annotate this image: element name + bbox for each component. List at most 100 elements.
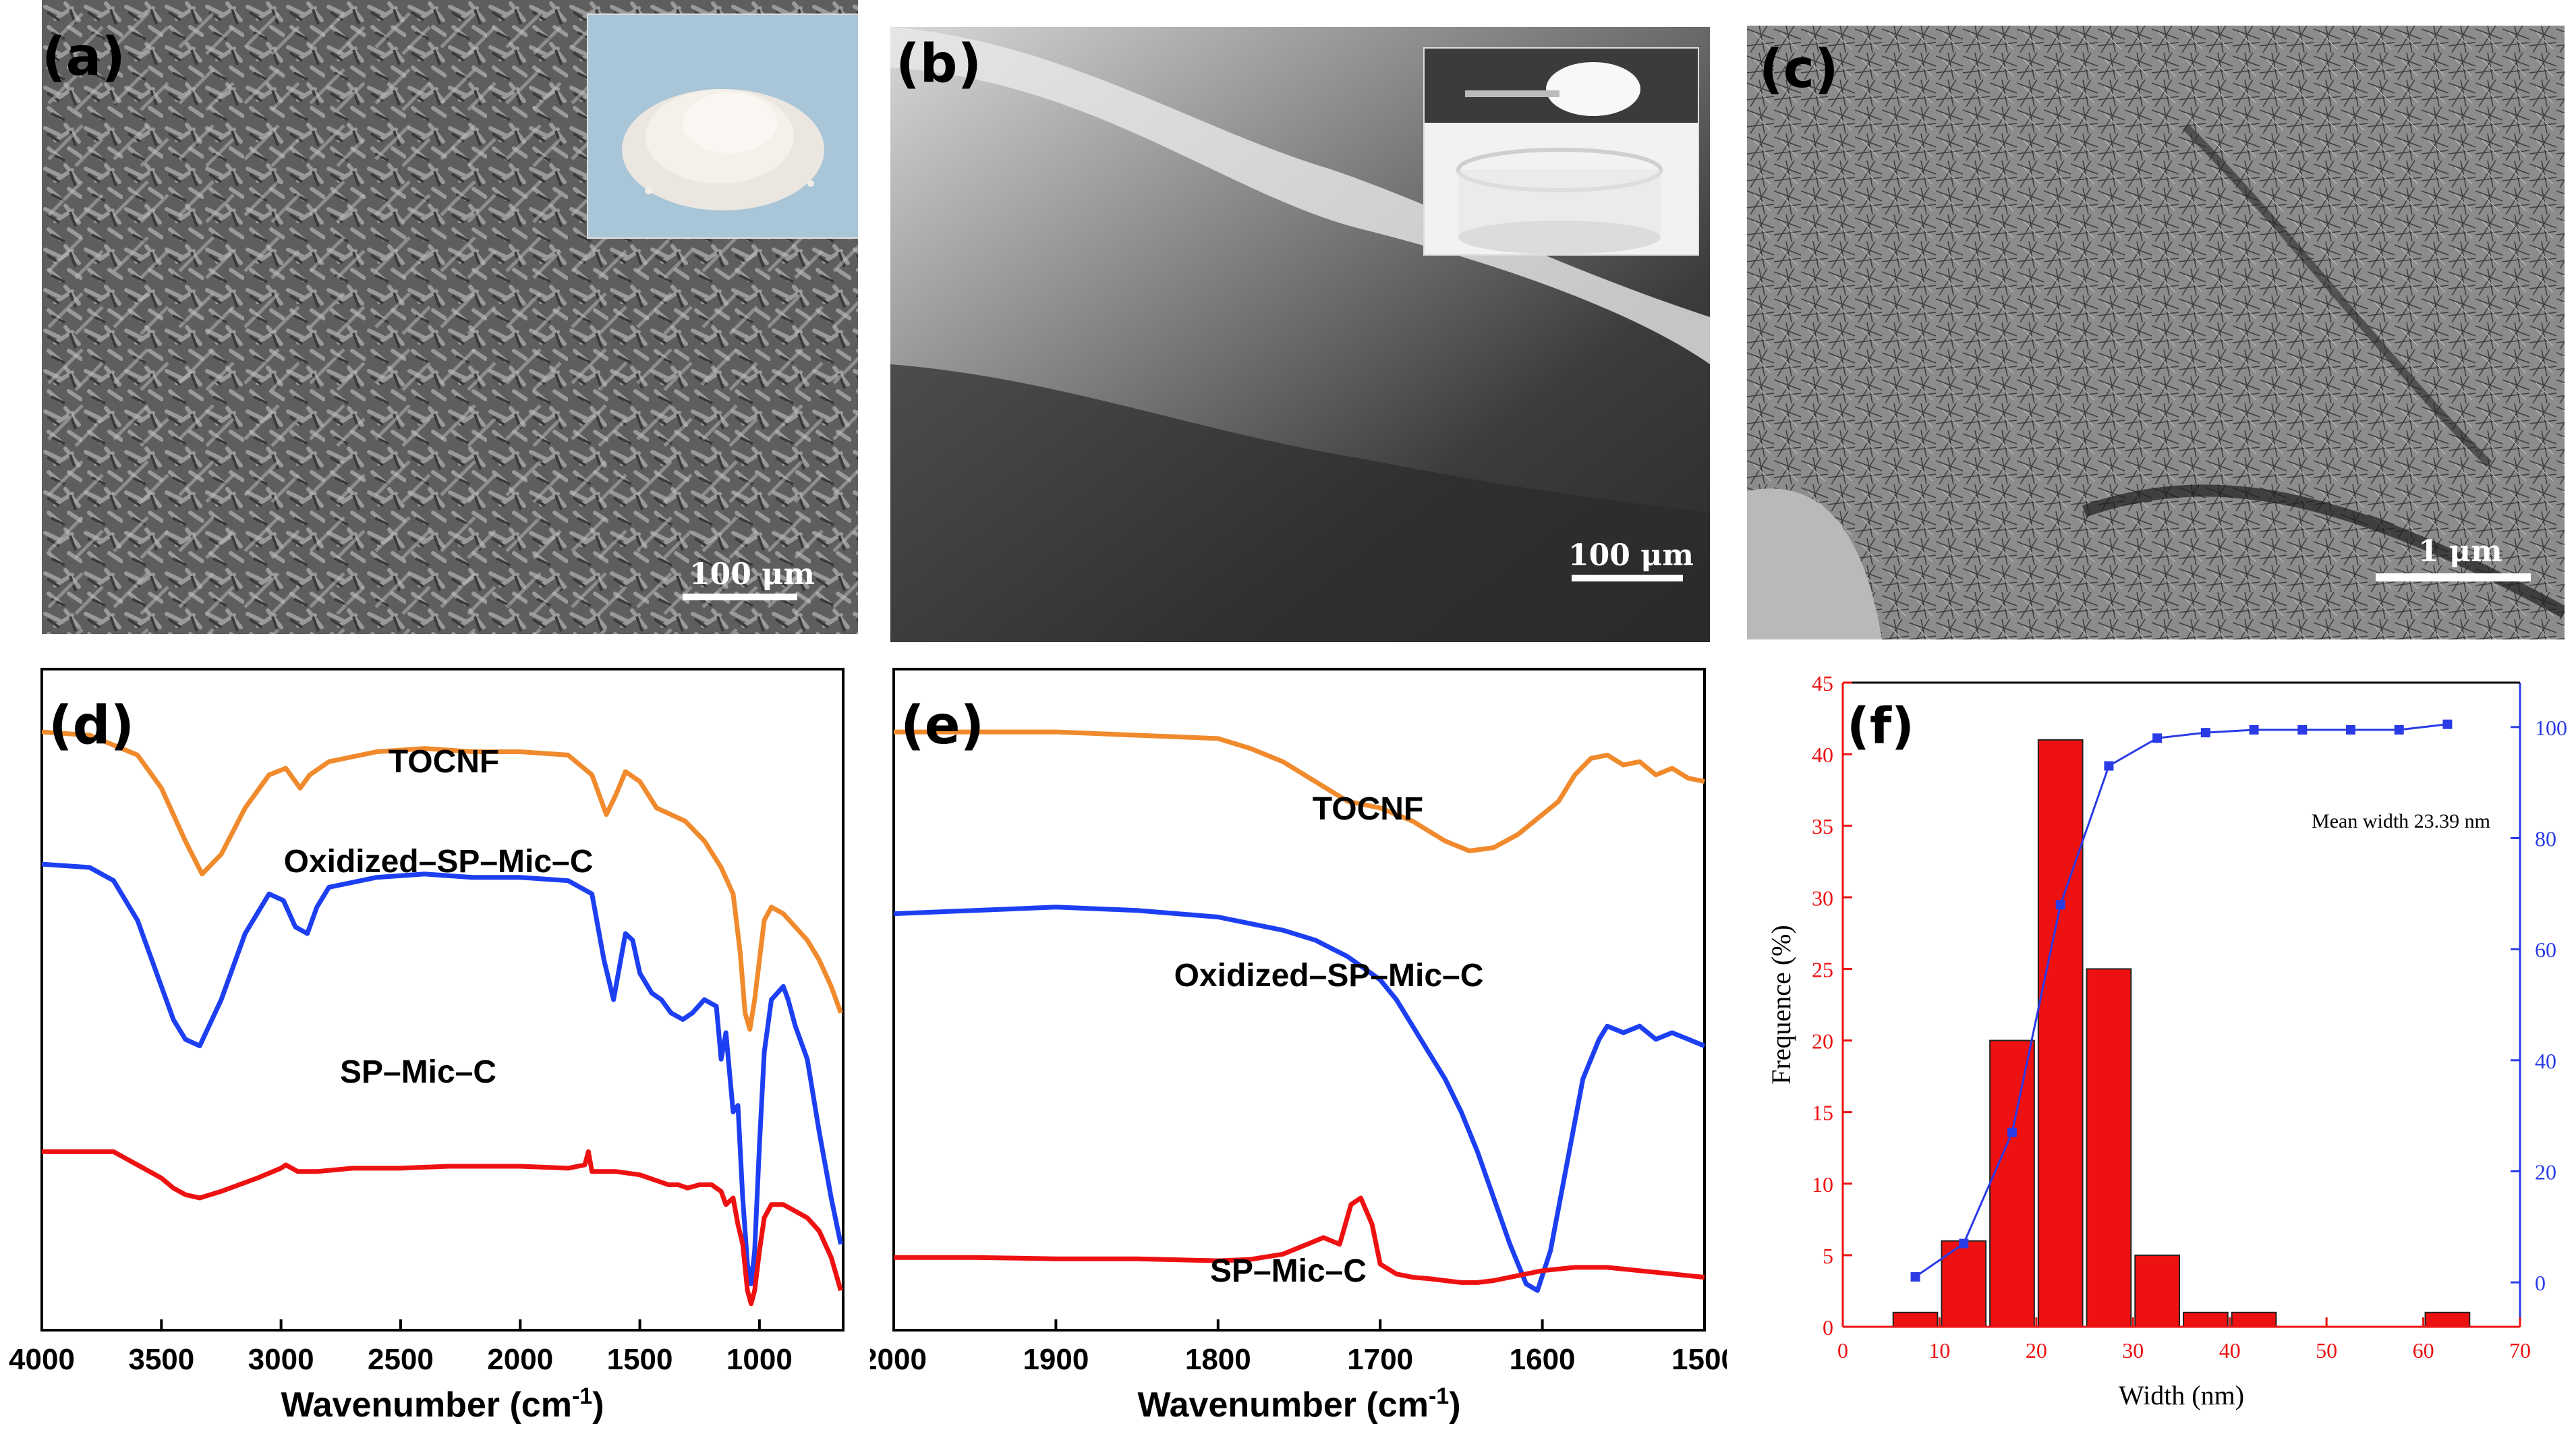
gel-photo-inset xyxy=(1423,47,1699,256)
y-tick-label: 40 xyxy=(1812,743,1833,767)
histogram-bar xyxy=(1941,1240,1987,1328)
x-tick-label: 60 xyxy=(2413,1338,2434,1363)
cumulative-point xyxy=(2394,724,2404,735)
x-tick-label: 4000 xyxy=(9,1343,75,1376)
panel-label: (e) xyxy=(900,695,984,756)
histogram-bar xyxy=(2424,1311,2471,1327)
y-tick-label: 15 xyxy=(1812,1101,1833,1125)
histogram-bar xyxy=(2134,1254,2180,1328)
series-label: TOCNF xyxy=(1313,791,1423,827)
series-line-sp-mic-c xyxy=(894,1195,1705,1285)
series-line-tocnf xyxy=(41,729,843,1032)
y2-tick-label: 60 xyxy=(2535,938,2556,962)
y-tick-label: 5 xyxy=(1823,1244,1833,1268)
cumulative-point xyxy=(2442,719,2453,729)
y2-tick-label: 20 xyxy=(2535,1160,2556,1184)
cumulative-point xyxy=(2346,724,2355,735)
y-tick-label: 10 xyxy=(1812,1172,1833,1197)
y-tick-label: 20 xyxy=(1812,1029,1833,1054)
series-label: SP–Mic–C xyxy=(1210,1253,1367,1289)
cumulative-point xyxy=(2104,761,2114,771)
x-tick-label: 10 xyxy=(1928,1338,1950,1363)
x-tick-label: 1800 xyxy=(1185,1343,1251,1376)
x-axis-label: Wavenumber (cm-1) xyxy=(281,1383,604,1425)
x-tick-label: 3000 xyxy=(248,1343,314,1376)
scale-label-a: 100 μm xyxy=(689,557,815,592)
histogram-bar xyxy=(2231,1311,2277,1327)
cumulative-point xyxy=(2152,733,2163,743)
sem-texture-b xyxy=(890,27,1710,642)
x-tick-label: 50 xyxy=(2316,1338,2337,1363)
scale-bar-a xyxy=(683,594,797,600)
x-tick-label: 1600 xyxy=(1510,1343,1576,1376)
panel-label-c: (c) xyxy=(1759,39,1839,100)
histogram-bar xyxy=(1989,1039,2035,1327)
series-line-tocnf xyxy=(894,729,1705,853)
histogram-bar xyxy=(2037,739,2084,1327)
ftir-chart-e: 2000 1900 1800 1700 1600 1500 Wavenumber (cm-1… xyxy=(870,668,1727,1425)
cumulative-point xyxy=(1910,1271,1920,1282)
histogram-bar xyxy=(1892,1311,1939,1327)
mean-width-annotation: Mean width 23.39 nm xyxy=(2312,810,2490,832)
y-tick-label: 25 xyxy=(1812,957,1833,981)
x-tick-label: 1500 xyxy=(1671,1343,1727,1376)
series-line-oxidized-sp-mic-c xyxy=(893,905,1706,1293)
series-line-oxidized-sp-mic-c xyxy=(41,861,843,1286)
x-tick-label: 1000 xyxy=(726,1343,793,1376)
panel-label: (d) xyxy=(49,695,134,756)
width-histogram-chart-f: 0 5 10 15 20 25 30 35 40 45 0 20 40 60 80 100 0 10 20 30 40 5… xyxy=(1766,671,2576,1410)
x-tick-label: 3500 xyxy=(128,1343,194,1376)
plot-frame xyxy=(892,668,1706,1332)
x-tick-label: 1500 xyxy=(607,1343,673,1376)
series-label: TOCNF xyxy=(389,744,499,780)
x-tick-label: 30 xyxy=(2122,1338,2144,1363)
y-tick-label: 35 xyxy=(1812,814,1833,838)
series-label: Oxidized–SP–Mic–C xyxy=(284,844,594,880)
x-tick-label: 2000 xyxy=(487,1343,553,1376)
y-axis-label: Frequence (%) xyxy=(1766,925,1796,1085)
y-tick-label: 0 xyxy=(1823,1315,1833,1340)
cumulative-point xyxy=(2007,1127,2017,1137)
x-axis-label: Width (nm) xyxy=(2119,1380,2244,1410)
panel-c-tem-image: 1 μm (c) xyxy=(1747,26,2565,639)
cumulative-point xyxy=(1959,1238,1969,1249)
panel-a-sem-image: 100 μm (a) xyxy=(42,0,858,634)
cumulative-point xyxy=(2249,724,2259,735)
scale-bar-c xyxy=(2376,573,2531,581)
panel-b-sem-image: 100 μm (b) xyxy=(890,27,1710,642)
panel-label-a: (a) xyxy=(42,27,125,88)
x-tick-label: 1700 xyxy=(1347,1343,1413,1376)
x-tick-label: 70 xyxy=(2509,1338,2531,1363)
scale-label-b: 100 μm xyxy=(1568,538,1694,573)
y2-tick-label: 0 xyxy=(2535,1271,2546,1295)
scale-label-c: 1 μm xyxy=(2418,534,2502,569)
x-tick-label: 2000 xyxy=(870,1343,927,1376)
cumulative-line xyxy=(1914,723,2448,1278)
ftir-chart-d: 4000 3500 3000 2500 2000 1500 1000 Wavenumber (… xyxy=(9,668,845,1425)
panel-label-b: (b) xyxy=(896,34,982,94)
cumulative-point xyxy=(2297,724,2308,735)
cumulative-point xyxy=(2200,728,2210,738)
y2-tick-label: 40 xyxy=(2535,1049,2556,1073)
cumulative-point xyxy=(2055,900,2065,910)
y2-tick-label: 100 xyxy=(2535,716,2567,740)
powder-photo-inset xyxy=(587,13,858,239)
x-axis-label: Wavenumber (cm-1) xyxy=(1137,1383,1460,1425)
panel-label: (f) xyxy=(1847,697,1914,755)
x-tick-label: 1900 xyxy=(1023,1343,1089,1376)
series-line-sp-mic-c xyxy=(42,1149,843,1307)
series-label: Oxidized–SP–Mic–C xyxy=(1174,958,1484,994)
histogram-bar xyxy=(2183,1311,2229,1327)
y-tick-label: 45 xyxy=(1812,671,1833,695)
x-tick-label: 0 xyxy=(1837,1338,1848,1363)
plot-frame xyxy=(40,668,845,1332)
scale-bar-b xyxy=(1572,575,1683,581)
tem-texture-c xyxy=(1747,26,2565,639)
x-tick-label: 2500 xyxy=(368,1343,434,1376)
x-tick-label: 40 xyxy=(2219,1338,2241,1363)
x-tick-label: 20 xyxy=(2026,1338,2047,1363)
y2-tick-label: 80 xyxy=(2535,827,2556,851)
gel-jar-illustration xyxy=(1425,49,1698,254)
histogram-bar xyxy=(2086,968,2132,1327)
y-tick-label: 30 xyxy=(1812,886,1833,910)
